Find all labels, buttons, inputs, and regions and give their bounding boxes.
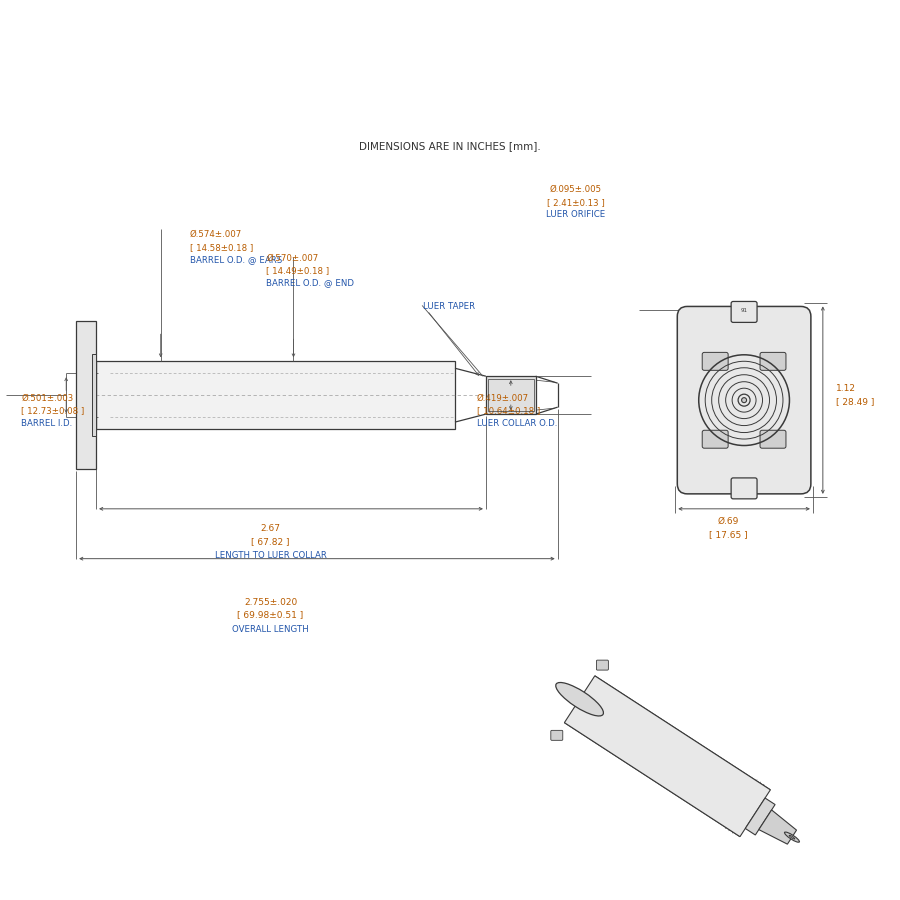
Text: [ 14.58±0.18 ]: [ 14.58±0.18 ]: [190, 243, 253, 252]
Bar: [486, 376, 536, 414]
FancyBboxPatch shape: [760, 353, 786, 370]
Text: BARREL I.D.: BARREL I.D.: [21, 418, 72, 427]
Text: Ø.501±.003: Ø.501±.003: [21, 393, 74, 402]
FancyBboxPatch shape: [702, 353, 728, 370]
Text: OVERALL LENGTH: OVERALL LENGTH: [232, 625, 309, 634]
Text: Ø.095±.005: Ø.095±.005: [550, 185, 602, 194]
Polygon shape: [759, 810, 796, 844]
FancyBboxPatch shape: [702, 430, 728, 448]
FancyBboxPatch shape: [597, 660, 608, 670]
Circle shape: [742, 398, 747, 402]
Text: 1.12: 1.12: [836, 384, 856, 393]
Text: [ 17.65 ]: [ 17.65 ]: [709, 530, 748, 539]
Text: [ 10.64±0.18 ]: [ 10.64±0.18 ]: [477, 406, 540, 415]
Ellipse shape: [789, 835, 795, 839]
Text: [ 14.49±0.18 ]: [ 14.49±0.18 ]: [266, 266, 329, 275]
FancyBboxPatch shape: [678, 306, 811, 494]
Bar: [92, 355, 96, 436]
FancyBboxPatch shape: [551, 731, 562, 741]
Text: Ø.574±.007: Ø.574±.007: [190, 230, 242, 239]
Text: Ø.419±.007: Ø.419±.007: [477, 393, 529, 402]
Text: LUER COLLAR O.D.: LUER COLLAR O.D.: [477, 418, 557, 427]
Text: [ 28.49 ]: [ 28.49 ]: [836, 397, 874, 406]
Ellipse shape: [555, 682, 603, 716]
Text: LENGTH TO LUER COLLAR: LENGTH TO LUER COLLAR: [214, 552, 327, 561]
Bar: [488, 379, 534, 411]
Text: 2.755±.020: 2.755±.020: [244, 598, 297, 607]
FancyBboxPatch shape: [760, 430, 786, 448]
Text: Ø.69: Ø.69: [717, 518, 739, 526]
Text: [ 67.82 ]: [ 67.82 ]: [251, 537, 290, 546]
Bar: [76, 321, 96, 469]
Text: LUER TAPER: LUER TAPER: [423, 302, 475, 310]
Text: 2.67: 2.67: [261, 525, 281, 534]
Text: DIMENSIONS ARE IN INCHES [mm].: DIMENSIONS ARE IN INCHES [mm].: [359, 141, 541, 151]
Ellipse shape: [785, 832, 799, 842]
Text: [ 2.41±0.13 ]: [ 2.41±0.13 ]: [546, 198, 605, 207]
FancyBboxPatch shape: [731, 302, 757, 322]
Text: Ø.570±.007: Ø.570±.007: [266, 254, 319, 263]
Bar: [96, 361, 455, 429]
FancyBboxPatch shape: [731, 478, 757, 499]
Text: LUER ORIFICE: LUER ORIFICE: [546, 211, 605, 220]
Text: BARREL O.D. @ END: BARREL O.D. @ END: [266, 279, 354, 288]
Text: 91: 91: [741, 308, 748, 313]
Text: [ 12.73±0.08 ]: [ 12.73±0.08 ]: [21, 406, 85, 415]
Polygon shape: [564, 676, 770, 837]
Text: BARREL O.D. @ EARS: BARREL O.D. @ EARS: [190, 256, 282, 265]
Polygon shape: [745, 798, 775, 835]
Text: [ 69.98±0.51 ]: [ 69.98±0.51 ]: [238, 610, 303, 619]
